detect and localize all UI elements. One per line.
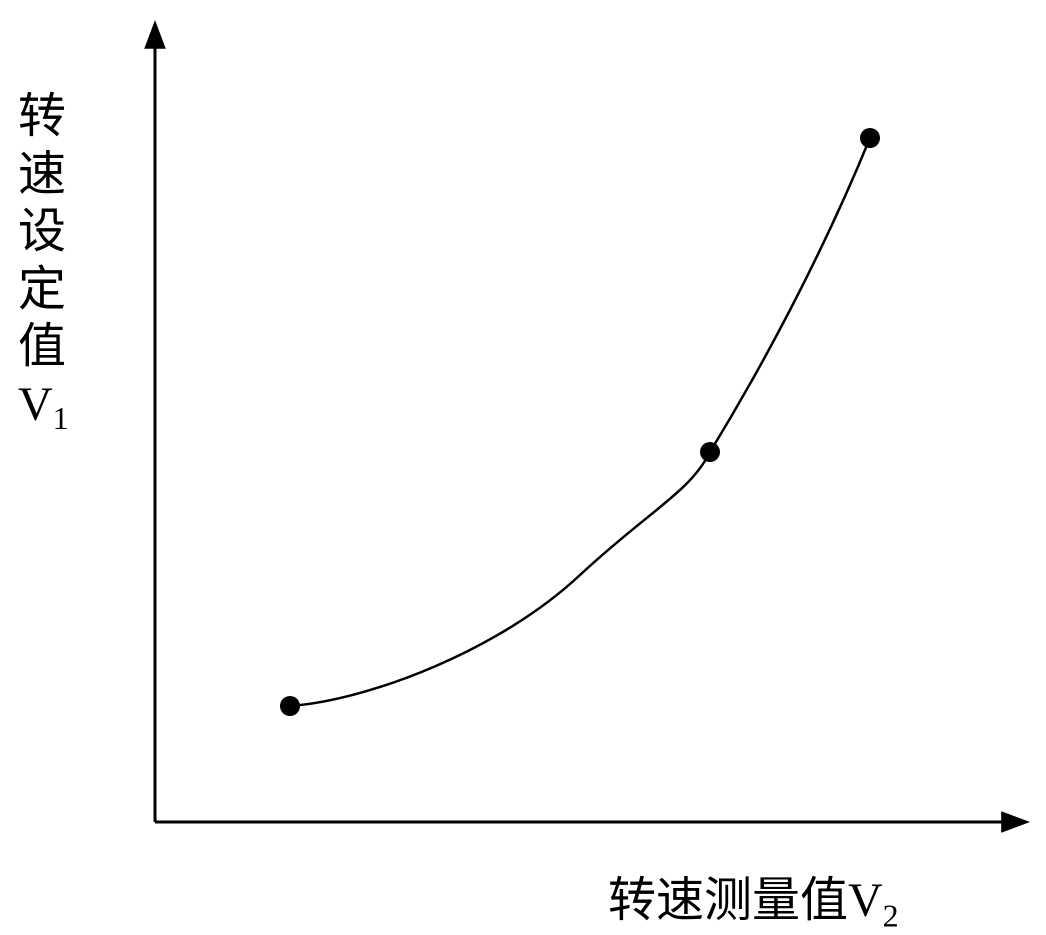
curve-path (290, 138, 870, 706)
x-label-text: 转速测量值V (608, 874, 883, 927)
y-label-symbol: V (18, 376, 53, 434)
y-label-symbol-line: V1 (18, 376, 69, 434)
chart-svg (0, 0, 1046, 929)
x-axis-label: 转速测量值V2 (608, 860, 899, 935)
y-label-char: 值 (18, 318, 69, 376)
y-label-subscript: 1 (53, 402, 69, 434)
marker-point (280, 696, 300, 716)
y-label-char: 设 (18, 203, 69, 261)
marker-point (700, 442, 720, 462)
y-label-char: 定 (18, 261, 69, 319)
axes (144, 20, 1030, 833)
markers (280, 128, 880, 716)
y-label-char: 速 (18, 146, 69, 204)
y-axis-arrow (144, 20, 166, 49)
x-axis-arrow (1001, 811, 1030, 833)
marker-point (860, 128, 880, 148)
y-axis-label: 转 速 设 定 值 V1 (18, 88, 69, 434)
x-label-subscript: 2 (883, 898, 899, 934)
chart-container: 转 速 设 定 值 V1 转速测量值V2 (0, 0, 1046, 929)
y-label-char: 转 (18, 88, 69, 146)
